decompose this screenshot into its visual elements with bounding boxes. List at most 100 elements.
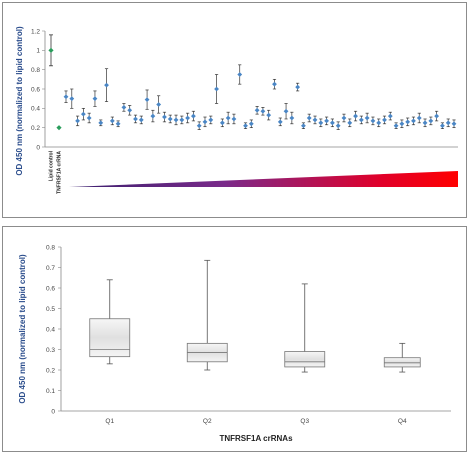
y-tick-label: 0.2 [31,125,40,132]
data-point [434,113,440,119]
data-point [347,120,353,126]
data-point [231,116,237,122]
x-axis-label: TNFRSF1A crRNAs [219,434,293,443]
x-tick-label: Q4 [398,418,407,425]
data-point [451,121,457,127]
y-tick-label: 0.5 [46,306,55,313]
data-point [329,120,335,126]
data-point [225,115,231,121]
y-tick-label: 0 [51,408,55,415]
data-point [179,117,185,123]
y-tick-label: 0.3 [46,347,55,354]
data-point [283,108,289,114]
y-tick-label: 0.2 [46,367,55,374]
data-point [133,116,138,122]
y-tick-label: 1 [36,48,40,55]
box [383,357,421,368]
data-point [358,117,364,123]
data-point [370,118,376,124]
data-point [416,115,422,121]
boxplot-chart: 0 0.1 0.2 0.3 0.4 0.5 0.6 0.7 0.8 OD 450 nm (norm… [18,244,451,443]
data-point [144,97,150,103]
y-tick-label: 0.4 [31,106,40,113]
y-tick-label: 0.1 [46,388,55,395]
data-point [353,113,358,119]
data-point [440,123,445,129]
data-point [335,123,341,129]
box [284,351,326,368]
y-axis-label: OD 450 nm (normalized to lipid control) [18,254,27,404]
data-point [138,117,144,123]
y-tick-label: 0.8 [31,67,40,74]
control-label: TNFRSF1A crRNA [57,151,63,194]
data-point [295,84,301,90]
data-point [219,120,225,126]
data-point [185,115,191,121]
y-tick-label: 0.6 [46,285,55,292]
data-point [92,96,98,102]
x-tick-label: Q1 [105,418,114,425]
data-point [277,119,283,125]
data-point [202,119,208,125]
bottom-chart-panel: 0 0.1 0.2 0.3 0.4 0.5 0.6 0.7 0.8 OD 450 nm (norm… [2,226,467,452]
scatter-errorbar-chart: 0 0.2 0.4 0.6 0.8 1 1.2 OD 450 nm (normalized t… [15,26,458,194]
data-point [167,116,173,122]
y-tick-label: 0.6 [31,86,40,93]
data-point [289,115,295,121]
x-tick-label: Q2 [203,418,212,425]
data-point [214,86,219,92]
data-point [86,115,92,121]
data-point [121,104,127,110]
y-tick-label: 0 [36,144,40,151]
data-point [69,96,75,102]
data-point [387,113,393,119]
data-point [150,113,156,119]
x-tick-label: Q3 [300,418,309,425]
data-point [376,120,382,126]
control-point [48,47,54,53]
data-point [98,120,104,126]
data-point [324,118,329,124]
data-point [243,123,248,129]
data-point [399,121,405,127]
data-point [341,115,347,121]
data-point [364,115,370,121]
data-point [173,117,179,123]
data-point [127,107,133,113]
box [89,318,131,358]
data-point [306,115,312,121]
data-point [196,123,202,129]
data-point [393,123,399,129]
data-point [104,82,109,88]
data-point [191,113,196,119]
control-label: Lipid control [49,150,55,181]
data-point [382,117,387,123]
top-chart-panel: 0 0.2 0.4 0.6 0.8 1 1.2 OD 450 nm (normalized t… [2,2,467,218]
data-point [266,112,272,118]
y-tick-label: 0.8 [46,244,55,251]
data-point [318,120,324,126]
gradient-wedge [69,171,458,187]
data-point [208,117,214,123]
data-point [75,118,80,124]
data-point [248,121,254,127]
data-point [63,94,69,100]
data-point [254,107,260,113]
y-axis-label: OD 450 nm (normalized to lipid control) [15,26,24,176]
data-point [445,120,451,126]
data-point [109,118,115,124]
y-tick-label: 1.2 [31,28,40,35]
data-point [115,121,121,127]
data-point [260,108,266,114]
data-point [428,118,434,124]
data-point [162,114,167,120]
data-point [80,111,86,117]
data-point [411,118,416,124]
control-point [56,125,62,131]
data-point [301,123,306,129]
data-point [312,117,318,123]
y-tick-label: 0.4 [46,326,55,333]
data-point [422,120,428,126]
y-tick-label: 0.7 [46,265,55,272]
data-point [272,81,277,87]
